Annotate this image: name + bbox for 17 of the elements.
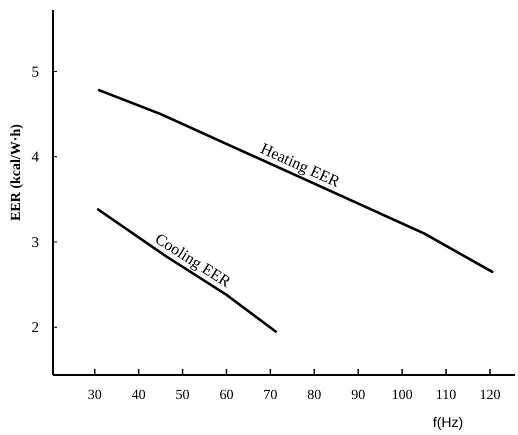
line-series xyxy=(96,208,277,333)
x-tick-label: 110 xyxy=(436,388,456,403)
x-tick-label: 40 xyxy=(132,388,146,403)
x-axis-title: f(Hz) xyxy=(432,414,464,430)
y-tick-label: 4 xyxy=(32,150,40,166)
y-axis-title: EER (kcal/W·h) xyxy=(9,124,24,221)
x-tick-label: 80 xyxy=(307,388,322,403)
y-tick-label: 3 xyxy=(32,234,39,251)
x-tick-label: 120 xyxy=(479,388,500,403)
x-tick-label: 50 xyxy=(176,388,190,403)
x-tick-label: 70 xyxy=(263,388,278,403)
y-tick-label: 2 xyxy=(32,320,39,336)
x-tick-label: 100 xyxy=(392,388,413,403)
x-tick-label: 60 xyxy=(219,388,234,403)
y-tick-label: 5 xyxy=(32,64,39,80)
x-tick-label: 30 xyxy=(88,388,102,403)
x-tick-label: 90 xyxy=(351,388,366,403)
